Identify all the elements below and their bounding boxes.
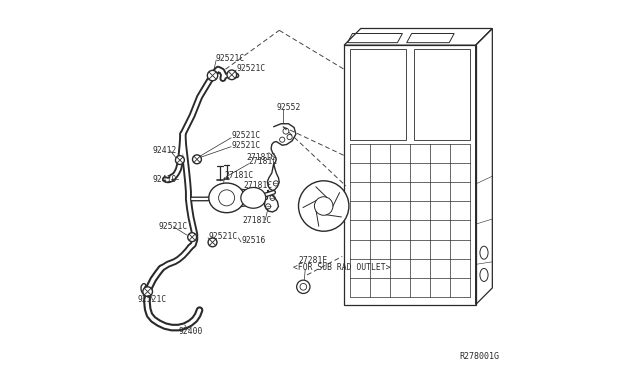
Ellipse shape — [480, 246, 488, 259]
Text: <FOR SUB RAD OUTLET>: <FOR SUB RAD OUTLET> — [293, 263, 391, 272]
Circle shape — [188, 233, 196, 241]
Text: 27181C: 27181C — [249, 157, 278, 166]
Text: 27181C: 27181C — [242, 216, 271, 225]
Text: 27181C: 27181C — [246, 153, 276, 161]
Circle shape — [143, 287, 152, 296]
Text: R278001G: R278001G — [460, 352, 500, 361]
Ellipse shape — [241, 187, 266, 208]
Text: 92516: 92516 — [241, 236, 266, 246]
Circle shape — [227, 70, 237, 80]
Circle shape — [297, 280, 310, 294]
Text: 27181C: 27181C — [225, 171, 254, 180]
Text: 27181C: 27181C — [244, 181, 273, 190]
Text: 92410: 92410 — [152, 175, 177, 184]
Text: 92552: 92552 — [276, 103, 301, 112]
Text: 27281E: 27281E — [298, 256, 328, 265]
Text: 92521C: 92521C — [216, 54, 244, 62]
Circle shape — [175, 155, 184, 164]
Text: 92412: 92412 — [152, 146, 177, 155]
Text: 92521C: 92521C — [236, 64, 266, 73]
Circle shape — [193, 155, 202, 164]
Text: 92521C: 92521C — [231, 131, 260, 141]
Circle shape — [207, 70, 218, 81]
Text: 92521C: 92521C — [231, 141, 260, 150]
Text: 92521C: 92521C — [208, 232, 237, 241]
Circle shape — [298, 181, 349, 231]
Text: 92400: 92400 — [179, 327, 203, 336]
Ellipse shape — [209, 183, 244, 213]
Text: 92521C: 92521C — [138, 295, 167, 304]
Circle shape — [208, 238, 217, 247]
Ellipse shape — [480, 269, 488, 282]
Text: 92521C: 92521C — [159, 222, 188, 231]
